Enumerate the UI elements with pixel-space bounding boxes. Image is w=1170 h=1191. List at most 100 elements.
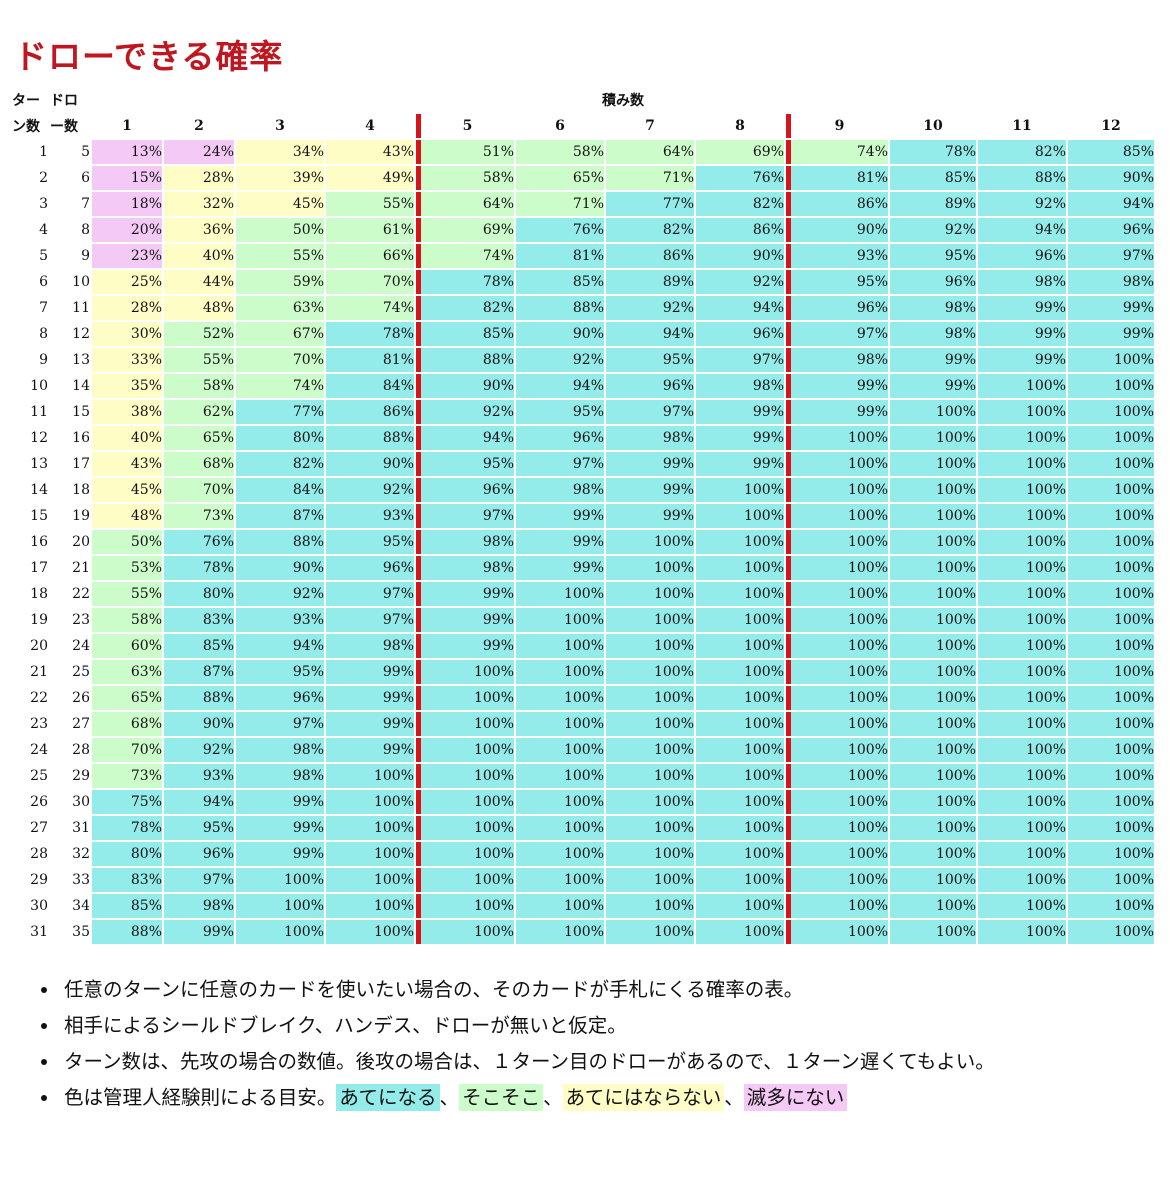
probability-cell: 65%: [92, 686, 162, 710]
probability-cell: 89%: [606, 270, 694, 294]
draw-count: 20: [72, 534, 90, 550]
probability-cell: 94%: [164, 790, 234, 814]
draw-count: 14: [72, 378, 90, 394]
probability-cell: 77%: [236, 400, 324, 424]
probability-cell: 48%: [92, 504, 162, 528]
draw-header-top: ドロ: [50, 93, 78, 109]
turn-number: 21: [30, 664, 48, 680]
probability-cell: 80%: [92, 842, 162, 866]
probability-cell: 13%: [92, 140, 162, 164]
draw-count: 22: [72, 586, 90, 602]
probability-cell: 100%: [696, 790, 784, 814]
probability-cell: 100%: [890, 816, 976, 840]
turn-number: 20: [30, 638, 48, 654]
probability-cell: 100%: [326, 790, 414, 814]
probability-cell: 84%: [236, 478, 324, 502]
probability-cell: 100%: [786, 816, 888, 840]
probability-cell: 100%: [236, 894, 324, 918]
probability-cell: 98%: [236, 764, 324, 788]
turn-number: 10: [30, 378, 48, 394]
probability-cell: 98%: [326, 634, 414, 658]
probability-cell: 59%: [236, 270, 324, 294]
probability-cell: 97%: [606, 400, 694, 424]
probability-cell: 70%: [326, 270, 414, 294]
draw-count: 28: [72, 742, 90, 758]
probability-cell: 99%: [326, 660, 414, 684]
turn-number: 25: [30, 768, 48, 784]
probability-cell: 100%: [236, 868, 324, 892]
draw-count: 33: [72, 872, 90, 888]
draw-count: 7: [81, 196, 90, 212]
stack-count-9: 9: [786, 114, 888, 138]
probability-cell: 85%: [92, 894, 162, 918]
probability-cell: 69%: [696, 140, 784, 164]
probability-cell: 44%: [164, 270, 234, 294]
probability-cell: 78%: [164, 556, 234, 580]
probability-cell: 99%: [696, 452, 784, 476]
probability-cell: 76%: [164, 530, 234, 554]
probability-cell: 97%: [786, 322, 888, 346]
probability-cell: 99%: [326, 686, 414, 710]
probability-cell: 58%: [92, 608, 162, 632]
probability-cell: 96%: [516, 426, 604, 450]
probability-cell: 100%: [786, 764, 888, 788]
draw-count: 31: [72, 820, 90, 836]
probability-cell: 100%: [978, 478, 1066, 502]
stack-count-2: 2: [194, 118, 204, 134]
probability-cell: 53%: [92, 556, 162, 580]
probability-cell: 100%: [786, 504, 888, 528]
probability-cell: 98%: [890, 296, 976, 320]
probability-cell: 90%: [326, 452, 414, 476]
probability-cell: 63%: [92, 660, 162, 684]
probability-cell: 100%: [326, 816, 414, 840]
probability-cell: 100%: [516, 608, 604, 632]
probability-cell: 94%: [978, 218, 1066, 242]
draw-count: 8: [81, 222, 90, 238]
probability-cell: 100%: [1068, 452, 1154, 476]
probability-cell: 96%: [890, 270, 976, 294]
probability-cell: 63%: [236, 296, 324, 320]
probability-cell: 20%: [92, 218, 162, 242]
probability-cell: 32%: [164, 192, 234, 216]
note-item: ターン数は、先攻の場合の数値。後攻の場合は、１ターン目のドローがあるので、１ター…: [60, 1044, 1170, 1080]
stack-count-header: 積み数: [602, 93, 644, 109]
probability-cell: 40%: [164, 244, 234, 268]
table-row: 15 19 48% 73% 87% 93% 97% 99% 99% 100% 100% 100% 100…: [12, 504, 1154, 528]
legend-sep: 、: [543, 1086, 563, 1109]
stack-count-7: 7: [645, 118, 655, 134]
probability-cell: 100%: [696, 686, 784, 710]
probability-cell: 98%: [236, 738, 324, 762]
legend-prefix: 色は管理人経験則による目安。: [64, 1086, 337, 1109]
probability-cell: 88%: [516, 296, 604, 320]
stack-count-8: 8: [735, 118, 745, 134]
draw-count: 23: [72, 612, 90, 628]
probability-cell: 28%: [92, 296, 162, 320]
probability-cell: 100%: [606, 686, 694, 710]
probability-cell: 100%: [786, 608, 888, 632]
probability-cell: 96%: [786, 296, 888, 320]
probability-cell: 70%: [164, 478, 234, 502]
table-row: 2 6 15% 28% 39% 49% 58% 65% 71% 76% 81% 85% 88% 90%: [12, 166, 1154, 190]
probability-cell: 97%: [1068, 244, 1154, 268]
probability-cell: 100%: [606, 868, 694, 892]
probability-cell: 100%: [786, 894, 888, 918]
probability-cell: 100%: [786, 712, 888, 736]
probability-cell: 100%: [1068, 920, 1154, 944]
probability-cell: 100%: [890, 686, 976, 710]
probability-cell: 100%: [606, 582, 694, 606]
probability-cell: 100%: [696, 920, 784, 944]
probability-cell: 100%: [1068, 504, 1154, 528]
probability-cell: 82%: [978, 140, 1066, 164]
probability-cell: 100%: [1068, 790, 1154, 814]
probability-cell: 100%: [978, 894, 1066, 918]
probability-cell: 92%: [416, 400, 514, 424]
draw-count: 26: [72, 690, 90, 706]
probability-cell: 49%: [326, 166, 414, 190]
probability-cell: 40%: [92, 426, 162, 450]
probability-cell: 100%: [978, 634, 1066, 658]
probability-cell: 82%: [236, 452, 324, 476]
probability-cell: 100%: [1068, 400, 1154, 424]
turn-number: 27: [30, 820, 48, 836]
probability-cell: 33%: [92, 348, 162, 372]
probability-cell: 97%: [164, 868, 234, 892]
